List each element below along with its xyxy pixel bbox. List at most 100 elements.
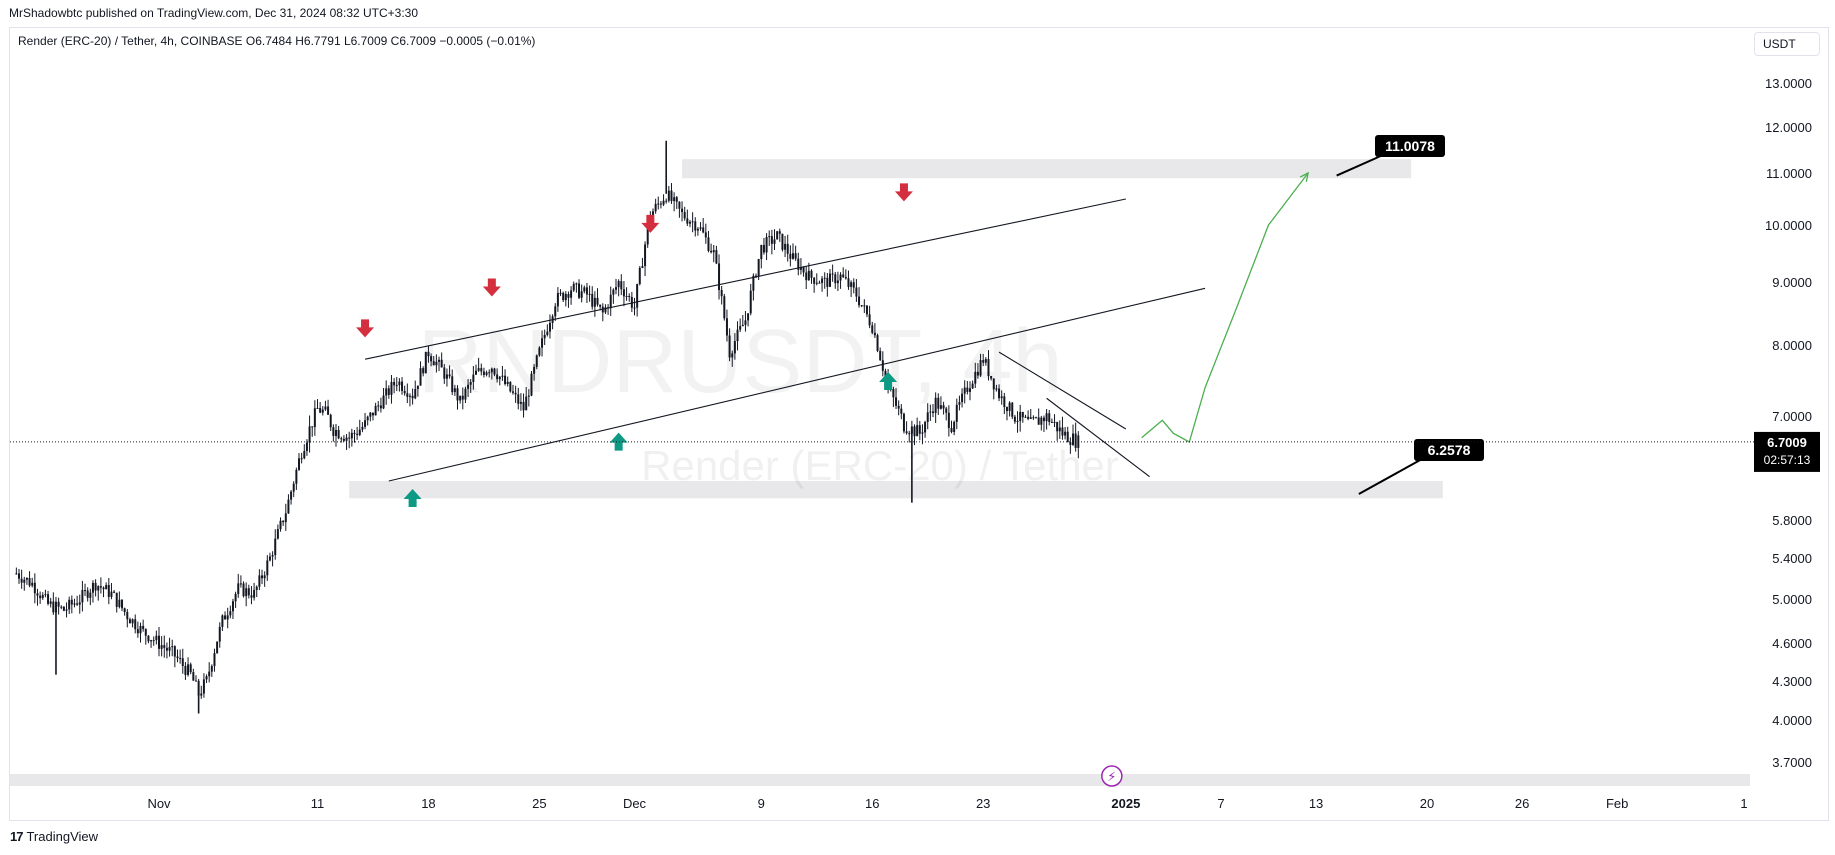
candle-body	[134, 619, 137, 630]
candle-body	[1045, 413, 1048, 422]
candle-body	[873, 332, 876, 336]
candle-body	[974, 371, 977, 384]
candle-body	[636, 284, 639, 308]
resistance-label-leader	[1336, 154, 1384, 177]
candle-body	[200, 693, 203, 696]
candle-body	[525, 396, 528, 411]
candle-body	[276, 529, 279, 539]
candle-body	[464, 388, 467, 400]
candle-body	[945, 408, 948, 413]
candle-body	[197, 680, 200, 696]
candle-body	[778, 231, 781, 234]
candle-body	[303, 451, 306, 459]
candle-body	[142, 625, 145, 630]
candle-body	[131, 619, 134, 624]
candle-body	[963, 387, 966, 394]
price-tick-label: 7.0000	[1772, 409, 1812, 424]
candle-body	[20, 578, 23, 583]
candle-body	[892, 389, 895, 398]
candle-body	[728, 335, 731, 358]
candle-body	[570, 290, 573, 298]
candle-body	[366, 416, 369, 421]
candle-body	[361, 426, 364, 430]
candle-body	[387, 388, 390, 395]
candle-body	[187, 664, 190, 675]
candle-body	[493, 368, 496, 375]
candle-body	[488, 372, 491, 374]
candle-body	[17, 573, 20, 579]
support-label-box	[1414, 439, 1484, 461]
time-tick-label: 23	[976, 796, 990, 811]
candle-body	[60, 606, 63, 608]
time-tick-label: Feb	[1606, 796, 1628, 811]
candle-body	[651, 211, 654, 218]
candle-body	[620, 281, 623, 290]
candle-body	[533, 366, 536, 374]
candle-body	[163, 645, 166, 648]
candle-body	[638, 267, 641, 285]
candle-body	[1066, 431, 1069, 443]
price-tick-label: 4.3000	[1772, 674, 1812, 689]
candle-body	[292, 483, 295, 492]
candle-body	[1037, 417, 1040, 425]
candle-body	[308, 426, 311, 443]
symbol-ohlc-legend[interactable]: Render (ERC-20) / Tether, 4h, COINBASE O…	[18, 34, 536, 48]
candle-body	[192, 672, 195, 681]
candle-body	[118, 599, 121, 607]
candle-body	[31, 582, 34, 586]
candle-body	[918, 425, 921, 434]
candle-body	[284, 513, 287, 523]
currency-button[interactable]: USDT	[1754, 32, 1820, 56]
candle-body	[158, 635, 160, 649]
candle-body	[475, 370, 477, 375]
candle-body	[554, 306, 557, 317]
time-tick-label: 25	[532, 796, 546, 811]
resistance-label-text: 11.0078	[1385, 138, 1435, 154]
bottom-band	[10, 774, 1750, 786]
candle-body	[165, 647, 168, 651]
candle-body	[736, 329, 739, 342]
candle-body	[1072, 433, 1075, 445]
candle-body	[583, 287, 586, 292]
projection-arrowhead	[1299, 171, 1310, 182]
candle-body	[628, 296, 631, 298]
candle-body	[858, 296, 861, 306]
candle-body	[253, 589, 256, 598]
candle-body	[377, 405, 380, 407]
candle-body	[1011, 402, 1014, 417]
time-tick-label: Dec	[623, 796, 647, 811]
candle-body	[39, 595, 42, 599]
candle-body	[834, 274, 837, 284]
candle-body	[1019, 411, 1022, 421]
candle-body	[374, 405, 377, 416]
candle-body	[485, 372, 488, 375]
candle-body	[786, 243, 789, 254]
candles-layer	[15, 140, 1080, 714]
candle-body	[91, 582, 94, 593]
candle-body	[229, 611, 232, 616]
candle-body	[1003, 396, 1006, 408]
candle-body	[65, 609, 68, 611]
tradingview-logo[interactable]: 17 TradingView	[10, 829, 98, 844]
candle-body	[939, 405, 942, 409]
candle-body	[226, 615, 229, 620]
candle-body	[379, 405, 382, 409]
candle-body	[895, 397, 898, 406]
candle-body	[290, 491, 293, 500]
price-tick-label: 8.0000	[1772, 338, 1812, 353]
candle-body	[49, 601, 52, 604]
up-arrow-icon	[609, 432, 628, 451]
candle-body	[432, 361, 435, 366]
candle-body	[427, 351, 430, 357]
candle-body	[496, 374, 499, 380]
candle-body	[802, 267, 805, 273]
candle-body	[261, 575, 264, 579]
candle-body	[710, 250, 713, 253]
candle-body	[1053, 421, 1056, 423]
candle-body	[741, 324, 744, 327]
candle-body	[477, 368, 480, 371]
candle-body	[871, 325, 874, 333]
candle-body	[865, 305, 868, 315]
down-arrow-icon	[641, 214, 660, 233]
